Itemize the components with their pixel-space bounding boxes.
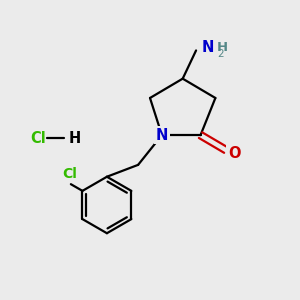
Text: N: N (156, 128, 168, 142)
Text: 2: 2 (217, 49, 224, 59)
Text: Cl: Cl (30, 130, 46, 146)
Text: N: N (201, 40, 214, 55)
Text: O: O (228, 146, 240, 161)
Text: H: H (217, 41, 228, 54)
Text: H: H (68, 130, 80, 146)
Text: Cl: Cl (62, 167, 77, 181)
